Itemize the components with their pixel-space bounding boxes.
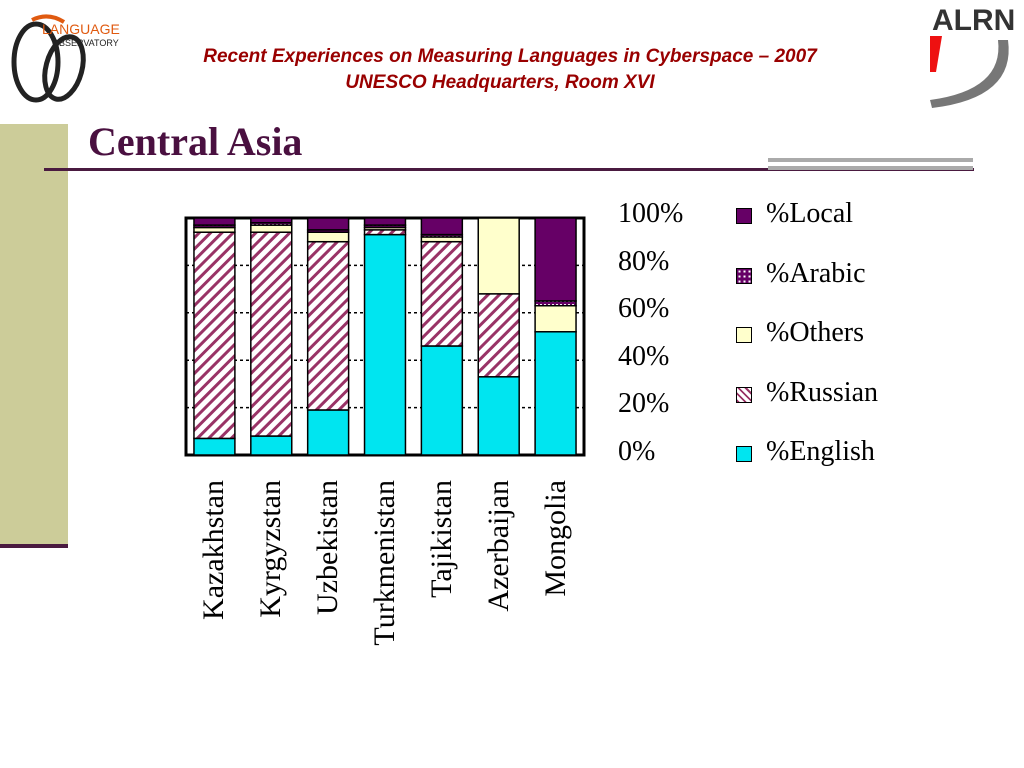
bar-segment <box>306 240 350 411</box>
bar-segment <box>306 409 350 456</box>
bar-segment <box>477 293 520 378</box>
bar-segment <box>250 435 293 456</box>
bar-segment <box>363 233 407 456</box>
bar-segment <box>534 331 577 456</box>
legend-swatch <box>736 267 752 284</box>
legend-swatch <box>736 386 752 403</box>
bar-segment <box>477 376 520 456</box>
y-tick-label: 20% <box>618 388 670 419</box>
category-label: Mongolia <box>538 480 572 597</box>
bar-segment <box>193 437 236 456</box>
y-tick-label: 80% <box>618 245 670 277</box>
bar-segment <box>363 217 407 226</box>
legend-swatch <box>736 446 752 462</box>
category-label: Turkmenistan <box>368 480 401 646</box>
legend-label: %Local <box>766 198 854 229</box>
category-label: Kyrgyzstan <box>254 480 288 618</box>
y-tick-label: 40% <box>618 340 670 372</box>
header-line-1: Recent Experiences on Measuring Language… <box>203 46 817 67</box>
header-line-2: UNESCO Headquarters, Room XVI <box>345 72 655 93</box>
language-observatory-logo: LANGUAGE OBSERVATORY <box>11 14 120 103</box>
svg-text:LANGUAGE: LANGUAGE <box>42 21 120 37</box>
bar-segment <box>420 345 464 456</box>
category-label: Kazakhstan <box>197 480 231 620</box>
legend-swatch <box>736 327 752 343</box>
slide-title: Central Asia <box>88 119 303 164</box>
category-label: Azerbaijan <box>481 480 515 612</box>
bar-segment <box>250 231 293 437</box>
alrn-logo: ALRN <box>930 4 1015 108</box>
bar-segment <box>306 231 350 243</box>
left-band-rule <box>0 544 68 548</box>
legend-label: %Arabic <box>766 257 866 289</box>
legend-label: %Others <box>766 317 864 348</box>
y-tick-label: 60% <box>618 293 670 324</box>
bars-group <box>193 217 577 456</box>
left-decorative-band <box>0 124 68 546</box>
bar-segment <box>477 217 520 295</box>
y-tick-label: 0% <box>618 435 656 467</box>
bar-segment <box>534 304 577 333</box>
legend-swatch <box>736 208 752 224</box>
bar-segment <box>306 217 350 231</box>
category-label: Tajikistan <box>424 480 458 598</box>
bar-segment <box>250 224 293 233</box>
bar-segment <box>420 240 464 347</box>
svg-text:OBSERVATORY: OBSERVATORY <box>52 38 119 48</box>
bar-segment <box>193 217 236 226</box>
svg-text:ALRN: ALRN <box>932 4 1015 37</box>
category-label: Uzbekistan <box>311 480 345 615</box>
title-rule <box>44 168 974 171</box>
y-tick-label: 100% <box>618 198 684 229</box>
title-accent-bars <box>768 158 973 178</box>
bar-segment <box>193 231 236 440</box>
bar-segment <box>420 217 464 236</box>
bar-segment <box>534 217 577 302</box>
legend-label: %English <box>766 436 875 467</box>
legend-label: %Russian <box>766 376 878 408</box>
bar-segment <box>250 217 293 224</box>
